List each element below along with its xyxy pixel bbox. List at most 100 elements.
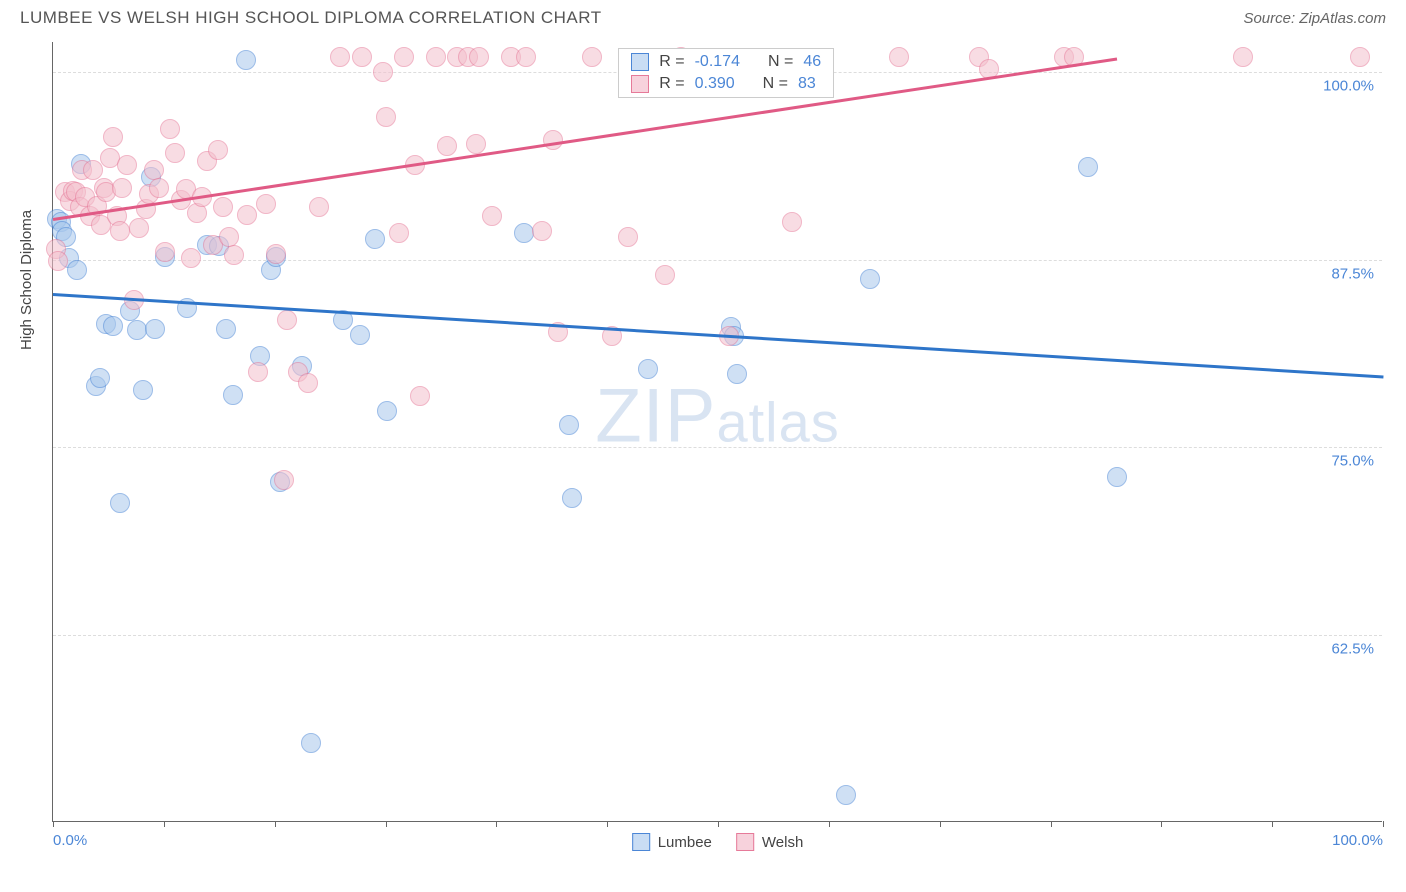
stat-r-label: R =: [659, 75, 684, 93]
scatter-point: [144, 160, 164, 180]
scatter-point: [83, 160, 103, 180]
legend-label: Lumbee: [658, 834, 712, 851]
gridline: [53, 447, 1382, 448]
y-tick-label: 87.5%: [1331, 265, 1374, 282]
scatter-point: [889, 47, 909, 67]
scatter-point: [543, 130, 563, 150]
scatter-point: [67, 260, 87, 280]
x-tick: [386, 821, 387, 827]
scatter-point: [562, 488, 582, 508]
scatter-point: [482, 206, 502, 226]
stat-n-value: 83: [798, 75, 816, 93]
scatter-point: [110, 493, 130, 513]
x-tick: [1051, 821, 1052, 827]
stat-n-label: N =: [763, 75, 788, 93]
scatter-point: [224, 245, 244, 265]
stat-r-label: R =: [659, 53, 684, 71]
x-tick-label: 0.0%: [53, 832, 87, 849]
stat-n-value: 46: [803, 53, 821, 71]
scatter-point: [514, 223, 534, 243]
x-tick: [1161, 821, 1162, 827]
stats-legend-row: R = 0.390 N = 83: [619, 73, 833, 95]
stat-n-label: N =: [768, 53, 793, 71]
scatter-point: [426, 47, 446, 67]
scatter-point: [181, 248, 201, 268]
scatter-point: [301, 733, 321, 753]
legend-label: Welsh: [762, 834, 803, 851]
x-tick: [1383, 821, 1384, 827]
y-tick-label: 100.0%: [1323, 78, 1374, 95]
scatter-point: [638, 359, 658, 379]
y-tick-label: 75.0%: [1331, 453, 1374, 470]
x-tick: [607, 821, 608, 827]
scatter-point: [277, 310, 297, 330]
scatter-point: [618, 227, 638, 247]
scatter-point: [133, 380, 153, 400]
scatter-point: [352, 47, 372, 67]
scatter-point: [110, 221, 130, 241]
legend-swatch: [632, 833, 650, 851]
scatter-point: [836, 785, 856, 805]
scatter-point: [208, 140, 228, 160]
stats-legend-row: R = -0.174 N = 46: [619, 51, 833, 73]
scatter-point: [350, 325, 370, 345]
scatter-point: [365, 229, 385, 249]
scatter-point: [274, 470, 294, 490]
x-tick: [940, 821, 941, 827]
scatter-point: [466, 134, 486, 154]
scatter-point: [129, 218, 149, 238]
scatter-point: [103, 127, 123, 147]
scatter-point: [376, 107, 396, 127]
x-tick: [496, 821, 497, 827]
scatter-point: [90, 368, 110, 388]
scatter-point: [103, 316, 123, 336]
trendline: [53, 57, 1117, 220]
legend-item: Welsh: [736, 833, 803, 851]
y-tick-label: 62.5%: [1331, 640, 1374, 657]
scatter-point: [48, 251, 68, 271]
scatter-point: [1233, 47, 1253, 67]
scatter-point: [559, 415, 579, 435]
scatter-point: [149, 178, 169, 198]
x-tick: [718, 821, 719, 827]
y-axis-label: High School Diploma: [18, 210, 35, 350]
scatter-point: [236, 50, 256, 70]
chart-title: LUMBEE VS WELSH HIGH SCHOOL DIPLOMA CORR…: [20, 8, 602, 28]
scatter-point: [727, 364, 747, 384]
scatter-point: [112, 178, 132, 198]
x-tick: [829, 821, 830, 827]
scatter-point: [309, 197, 329, 217]
stat-r-value: 0.390: [695, 75, 735, 93]
stat-r-value: -0.174: [695, 53, 740, 71]
scatter-point: [213, 197, 233, 217]
scatter-point: [127, 320, 147, 340]
scatter-point: [256, 194, 276, 214]
scatter-point: [1107, 467, 1127, 487]
legend-swatch: [736, 833, 754, 851]
legend-swatch: [631, 75, 649, 93]
scatter-point: [655, 265, 675, 285]
scatter-point: [1350, 47, 1370, 67]
scatter-point: [437, 136, 457, 156]
scatter-point: [117, 155, 137, 175]
scatter-point: [782, 212, 802, 232]
gridline: [53, 260, 1382, 261]
stats-legend: R = -0.174 N = 46 R = 0.390 N = 83: [618, 48, 834, 98]
scatter-point: [410, 386, 430, 406]
scatter-point: [1078, 157, 1098, 177]
legend-item: Lumbee: [632, 833, 712, 851]
x-tick: [275, 821, 276, 827]
scatter-point: [237, 205, 257, 225]
x-tick: [164, 821, 165, 827]
scatter-point: [248, 362, 268, 382]
scatter-point: [394, 47, 414, 67]
scatter-point: [145, 319, 165, 339]
scatter-point: [330, 47, 350, 67]
scatter-point: [266, 244, 286, 264]
scatter-point: [860, 269, 880, 289]
scatter-chart: ZIPatlas 62.5%75.0%87.5%100.0%0.0%100.0%…: [52, 42, 1382, 822]
scatter-point: [298, 373, 318, 393]
series-legend: Lumbee Welsh: [632, 833, 804, 851]
x-tick-label: 100.0%: [1332, 832, 1383, 849]
scatter-point: [165, 143, 185, 163]
